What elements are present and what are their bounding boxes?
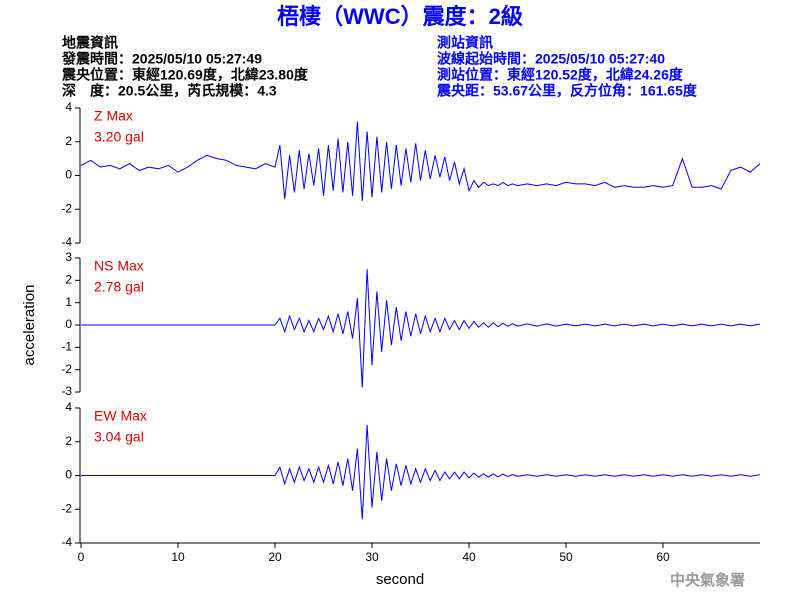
info-right: 測站位置：東經120.52度，北緯24.26度 [437,67,684,83]
x-label: second [376,571,424,588]
trace [81,424,761,520]
y-tick-label: -1 [61,340,72,354]
x-tick-label: 40 [462,550,476,564]
y-tick-label: -2 [61,362,72,376]
y-tick-label: 3 [65,250,72,264]
y-tick-label: 1 [65,295,72,309]
y-label: acceleration [21,285,38,366]
y-tick-label: 4 [65,400,72,414]
y-tick-label: 0 [65,168,72,182]
y-tick-label: 0 [65,468,72,482]
trace [81,269,761,388]
panel-label: Z Max [94,108,133,124]
y-tick-label: 2 [65,134,72,148]
panel-max: 3.20 gal [94,129,144,145]
trace [80,121,761,201]
info-left: 震央位置：東經120.69度，北緯23.80度 [61,67,309,83]
y-tick-label: -2 [61,201,72,215]
x-tick-label: 10 [171,550,185,564]
info-right: 測站資訊 [437,35,493,51]
x-tick-label: 20 [268,550,282,564]
y-tick-label: -3 [61,384,72,398]
info-right: 震央距：53.67公里，反方位角：161.65度 [436,83,698,99]
title: 梧棲（WWC）震度：2級 [277,4,523,29]
panel-label: EW Max [94,408,147,424]
info-left: 地震資訊 [62,35,118,51]
footer: 中央氣象署 [670,571,745,589]
x-tick-label: 30 [365,550,379,564]
y-tick-label: 0 [65,317,72,331]
panel-max: 3.04 gal [94,429,144,445]
info-left: 發震時間：2025/05/10 05:27:49 [61,51,262,67]
y-tick-label: -4 [61,235,72,249]
panel-max: 2.78 gal [94,279,144,295]
y-tick-label: 2 [65,434,72,448]
y-tick-label: -4 [61,535,72,549]
x-tick-label: 60 [656,550,670,564]
y-tick-label: 4 [65,100,72,114]
info-left: 深 度：20.5公里，芮氏規模：4.3 [62,83,277,99]
panel-label: NS Max [94,258,144,274]
x-tick-label: 50 [559,550,573,564]
y-tick-label: -2 [61,501,72,515]
y-tick-label: 2 [65,273,72,287]
info-right: 波線起始時間：2025/05/10 05:27:40 [437,51,665,67]
x-tick-label: 0 [78,550,85,564]
